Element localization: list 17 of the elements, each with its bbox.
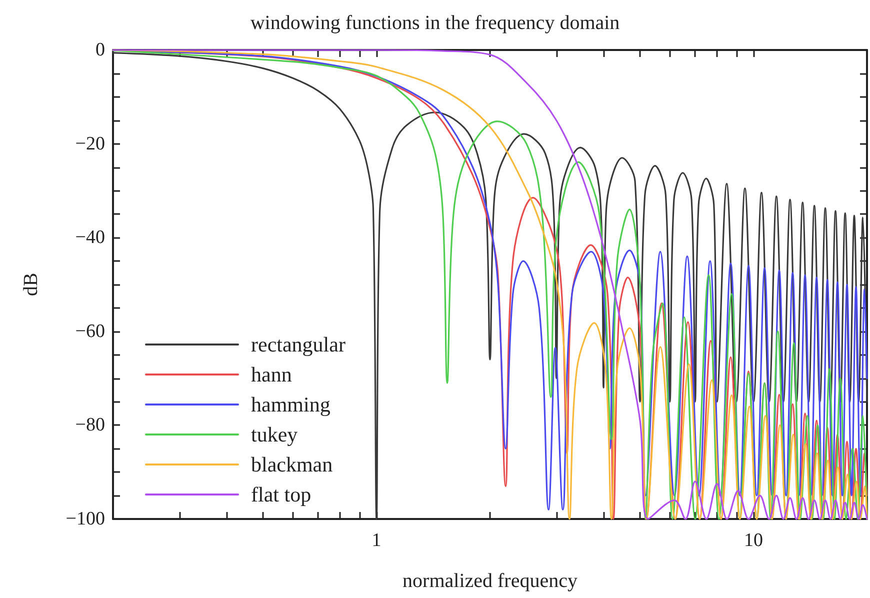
legend-label: hann xyxy=(251,362,292,386)
x-axis-title: normalized frequency xyxy=(402,570,578,592)
legend-label: rectangular xyxy=(251,332,346,356)
y-axis-title: dB xyxy=(20,272,42,296)
x-tick-label: 10 xyxy=(744,530,764,551)
y-tick-label: −40 xyxy=(75,227,105,248)
chart-title: windowing functions in the frequency domain xyxy=(250,12,620,34)
legend-label: tukey xyxy=(251,422,298,446)
y-tick-label: −60 xyxy=(75,320,105,342)
legend-label: hamming xyxy=(251,392,331,416)
y-tick-label: 0 xyxy=(96,40,105,60)
legend-label: blackman xyxy=(251,452,334,476)
y-tick-label: −100 xyxy=(66,508,105,530)
y-tick-label: −80 xyxy=(75,414,105,436)
y-tick-label: −20 xyxy=(75,133,105,154)
legend-label: flat top xyxy=(251,482,312,506)
x-tick-label: 1 xyxy=(372,530,382,551)
